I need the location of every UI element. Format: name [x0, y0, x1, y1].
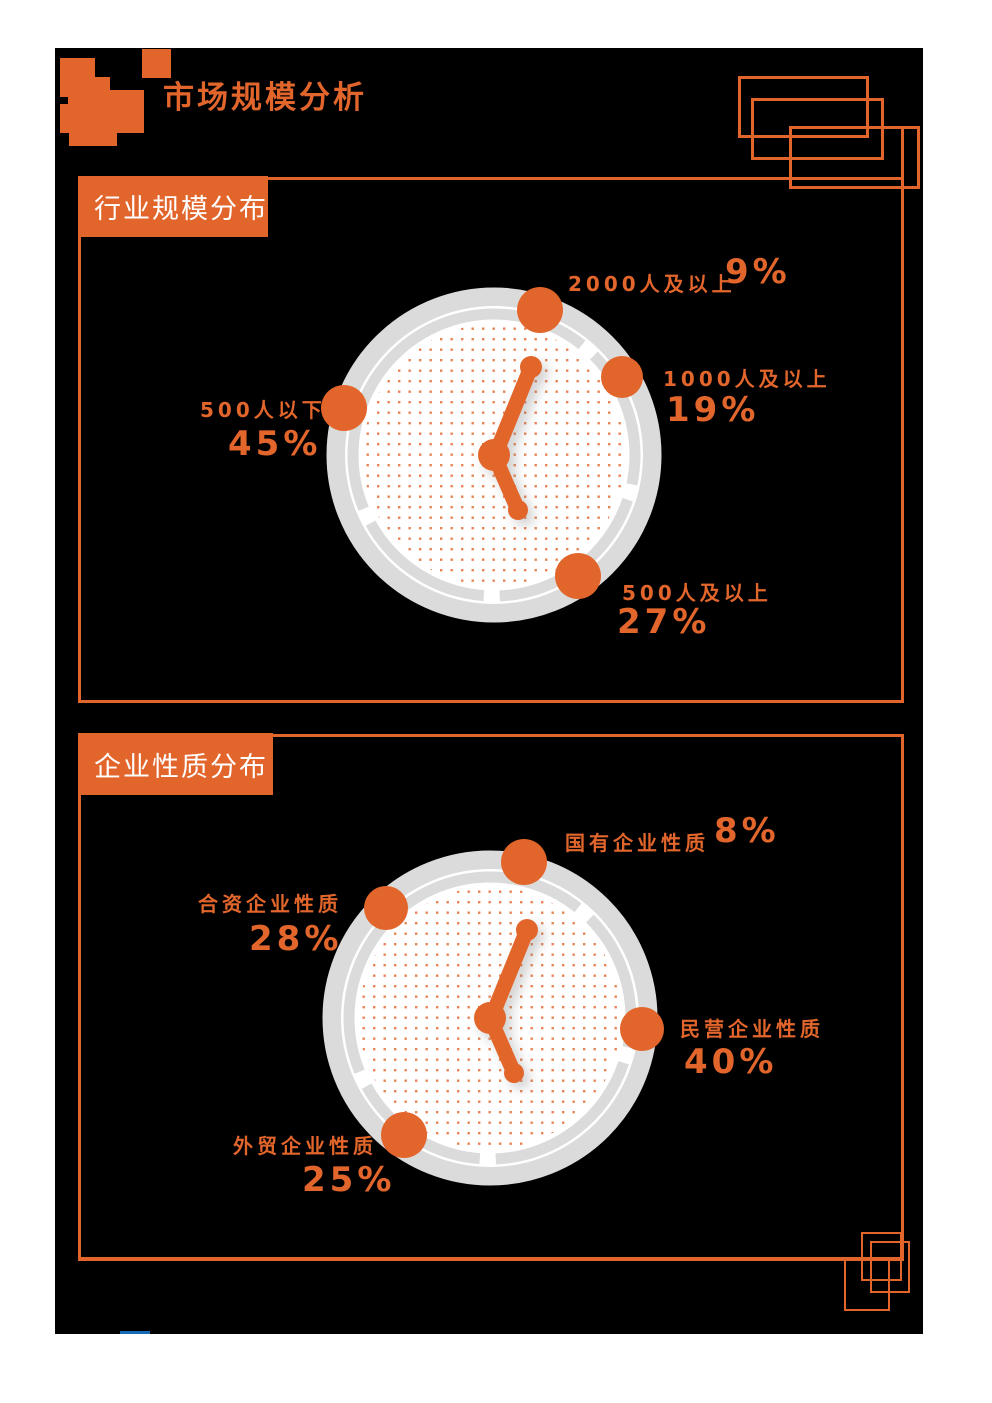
tick-ring: [347, 308, 641, 602]
chart-label: 500人以下: [200, 398, 326, 422]
clock-hub: [474, 1002, 506, 1034]
section-frame-industry: [78, 177, 904, 703]
chart-label: 民营企业性质: [680, 1017, 824, 1041]
chart-label: 外贸企业性质: [233, 1134, 377, 1158]
data-point-marker: [517, 287, 563, 333]
chart-label: 合资企业性质: [198, 892, 342, 916]
long-hand-tip: [516, 919, 538, 941]
deco-rect: [861, 1232, 902, 1281]
short-hand-tip: [508, 500, 528, 520]
section-frame-enterprise: [78, 734, 904, 1261]
data-point-marker: [555, 553, 601, 599]
clock-hands: [474, 919, 538, 1083]
deco-vline: [901, 126, 904, 180]
section-label-industry: 行业规模分布: [78, 176, 268, 237]
data-point-marker: [321, 385, 367, 431]
logo-square: [60, 58, 95, 77]
logo-square: [60, 77, 110, 90]
chart-label: 1000人及以上: [663, 367, 831, 391]
data-point-marker: [364, 886, 408, 930]
logo-square: [142, 49, 171, 78]
deco-rect: [738, 76, 869, 138]
footer-dash: [120, 1331, 150, 1334]
chart-value: 27%: [617, 602, 711, 642]
deco-rect: [789, 126, 920, 189]
outer-ring: [326, 287, 662, 623]
logo-square: [60, 90, 144, 133]
chart-value: 19%: [666, 390, 760, 430]
chart-label: 2000人及以上: [568, 272, 736, 296]
chart-label: 国有企业性质: [565, 831, 709, 855]
data-point-marker: [620, 1007, 664, 1051]
section-label-text: 行业规模分布: [94, 194, 268, 225]
chart-value: 9%: [725, 252, 791, 292]
data-point-marker: [501, 839, 547, 885]
logo-square: [69, 133, 117, 146]
clock-chart-industry: [321, 287, 662, 623]
deco-rect: [844, 1258, 890, 1311]
short-hand-tip: [504, 1063, 524, 1083]
deco-rect: [751, 98, 884, 160]
chart-value: 25%: [302, 1160, 396, 1200]
deco-rect: [870, 1241, 910, 1293]
logo-notch: [55, 97, 68, 104]
clock-hub: [478, 439, 510, 471]
section-label-text: 企业性质分布: [94, 751, 268, 783]
chart-value: 45%: [228, 424, 322, 464]
data-point-marker: [381, 1112, 427, 1158]
section-label-enterprise: 企业性质分布: [78, 733, 273, 795]
long-hand-tip: [520, 356, 542, 378]
chart-label: 500人及以上: [622, 581, 772, 605]
clock-chart-enterprise: [322, 839, 664, 1186]
chart-value: 8%: [714, 811, 780, 851]
clock-hands: [478, 356, 542, 520]
page-title: 市场规模分析: [163, 80, 367, 116]
chart-value: 40%: [684, 1042, 778, 1082]
data-point-marker: [601, 356, 643, 398]
chart-value: 28%: [249, 919, 343, 959]
